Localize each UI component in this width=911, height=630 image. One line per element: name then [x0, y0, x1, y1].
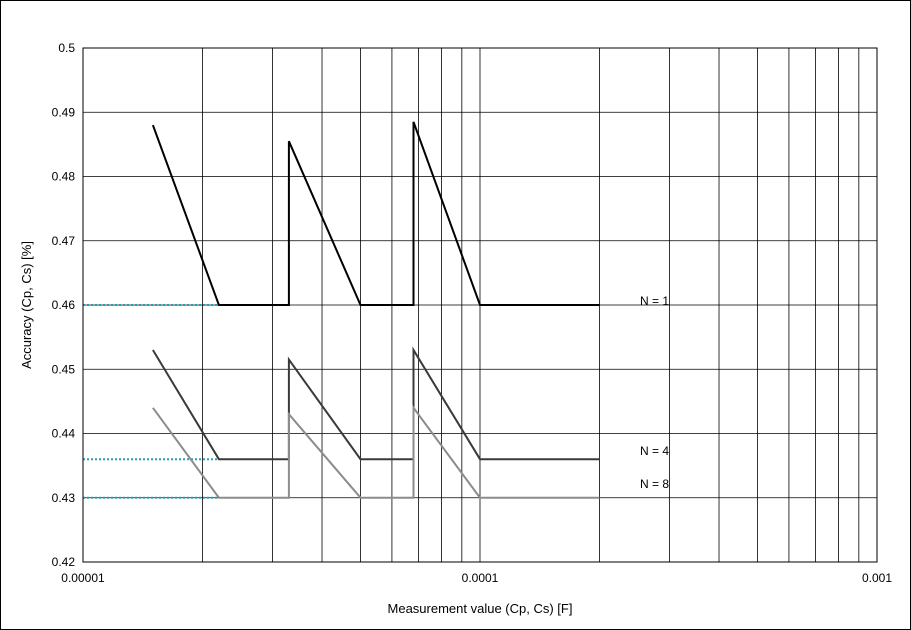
y-tick-label: 0.49 — [52, 105, 76, 119]
x-tick-label: 0.00001 — [61, 571, 105, 585]
series-label: N = 8 — [640, 477, 669, 491]
series-line — [152, 404, 600, 499]
plot-area-border — [82, 47, 878, 563]
series-labels: N = 1 N = 4 N = 8 — [640, 294, 669, 491]
series-label: N = 1 — [640, 294, 669, 308]
series-lines — [151, 121, 600, 499]
grid — [83, 48, 877, 562]
series-line — [152, 346, 600, 461]
series-line — [151, 121, 600, 306]
y-tick-label: 0.44 — [52, 427, 76, 441]
y-tick-label: 0.43 — [52, 491, 76, 505]
series-label: N = 4 — [640, 444, 669, 458]
x-tick-label: 0.001 — [862, 571, 892, 585]
y-tick-label: 0.46 — [52, 298, 76, 312]
reference-lines — [83, 304, 219, 499]
y-axis-title: Accuracy (Cp, Cs) [%] — [19, 241, 34, 369]
y-tick-labels: 0.42 0.43 0.44 0.45 0.46 0.47 0.48 0.49 0.5 — [52, 41, 76, 569]
y-tick-label: 0.47 — [52, 234, 76, 248]
y-tick-label: 0.48 — [52, 170, 76, 184]
y-tick-label: 0.45 — [52, 362, 76, 376]
y-tick-label: 0.5 — [58, 41, 75, 55]
x-tick-label: 0.0001 — [462, 571, 499, 585]
x-tick-labels: 0.00001 0.0001 0.001 — [61, 571, 892, 585]
y-tick-label: 0.42 — [52, 555, 76, 569]
x-axis-title: Measurement value (Cp, Cs) [F] — [388, 601, 573, 616]
